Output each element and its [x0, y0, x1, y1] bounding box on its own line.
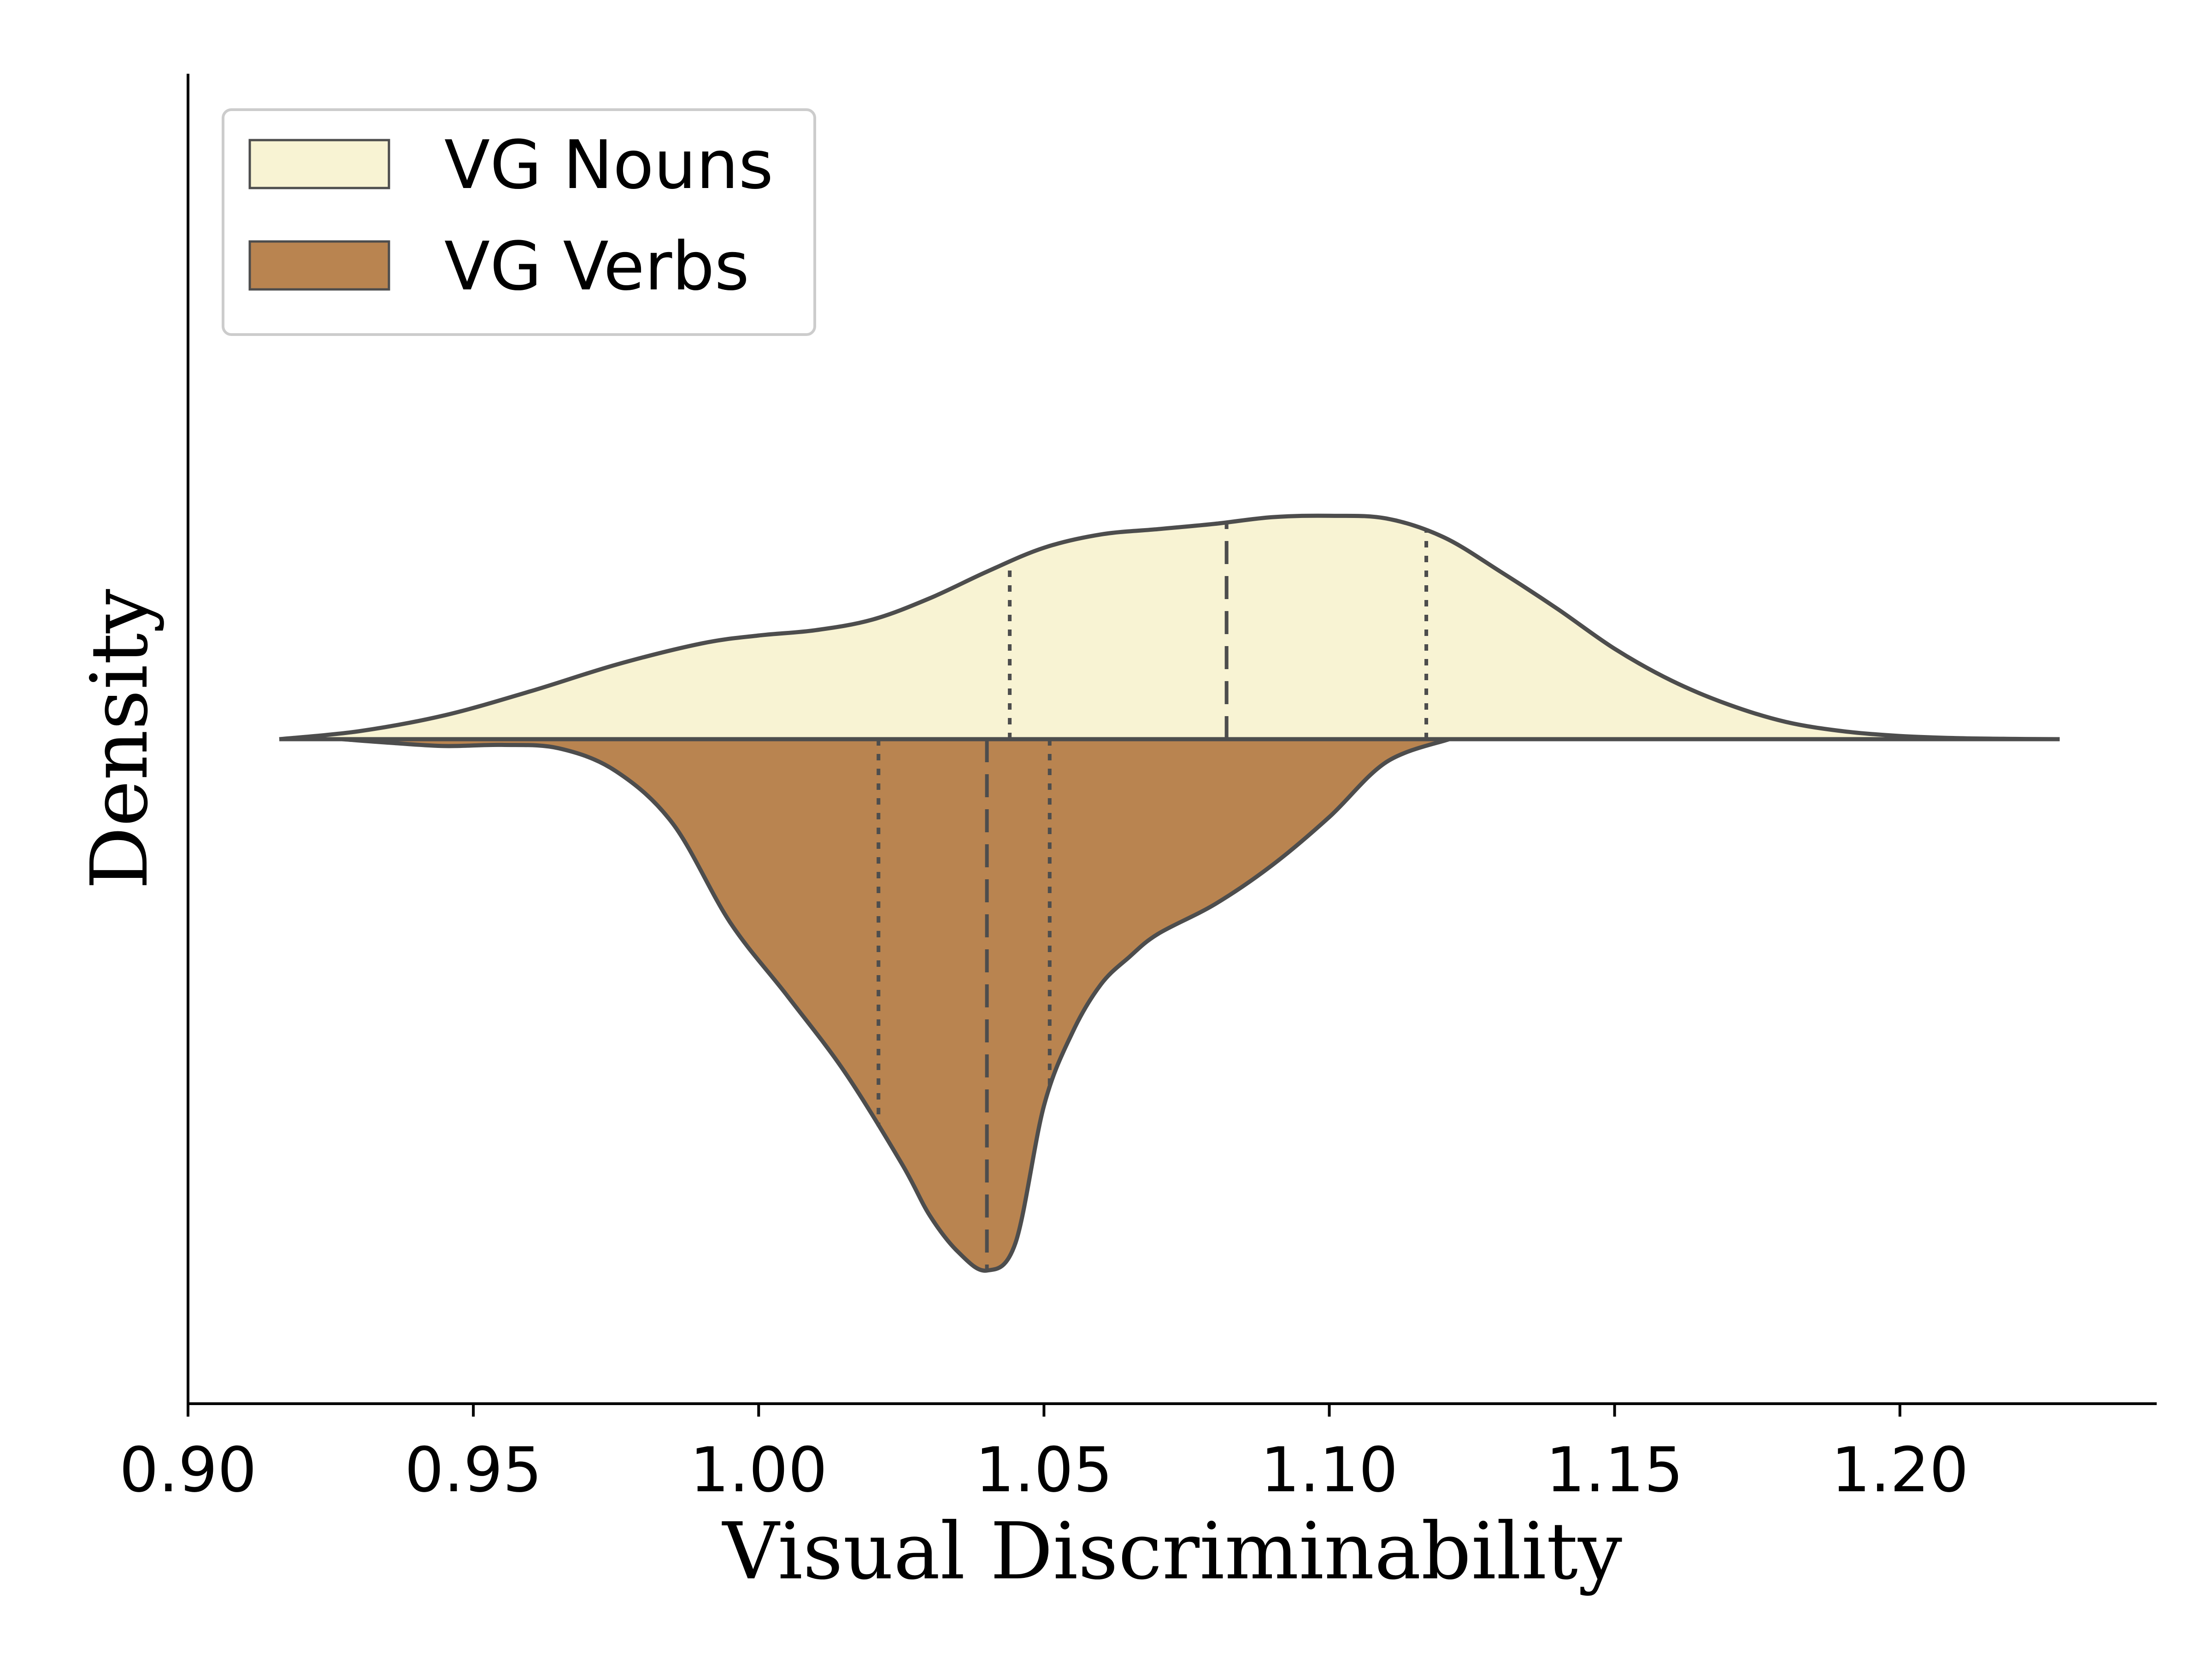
x-tick-label: 0.95: [405, 1434, 542, 1506]
y-axis-title: Density: [74, 589, 165, 889]
x-axis-title: Visual Discriminability: [722, 1506, 1622, 1597]
x-tick-label: 1.15: [1546, 1434, 1683, 1506]
violin-fill-vg-verbs: [342, 739, 1449, 1271]
legend: VG Nouns VG Verbs: [222, 108, 816, 336]
quartile-lines: [877, 522, 1429, 1271]
legend-label-vg-nouns: VG Nouns: [444, 126, 773, 204]
x-tick-label: 1.00: [690, 1434, 827, 1506]
legend-swatch-vg-nouns: [248, 139, 390, 189]
axes: 0.90 0.95 1.00 1.05 1.10 1.15 1.20: [119, 74, 2157, 1506]
x-tick-label: 0.90: [119, 1434, 257, 1506]
legend-label-vg-verbs: VG Verbs: [444, 228, 749, 306]
violin-outline-vg-nouns: [279, 513, 2060, 741]
violin-outlines: [279, 513, 2060, 1273]
x-tick-label: 1.10: [1260, 1434, 1398, 1506]
x-tick-label: 1.05: [975, 1434, 1112, 1506]
x-axis-ticks: 0.90 0.95 1.00 1.05 1.10 1.15 1.20: [119, 1404, 1969, 1506]
violin-fill-vg-nouns: [279, 516, 2060, 739]
violin-outline-vg-verbs: [341, 737, 1450, 1273]
x-tick-label: 1.20: [1831, 1434, 1969, 1506]
legend-swatch-vg-verbs: [248, 240, 390, 291]
violin-fills: [279, 516, 2060, 1271]
